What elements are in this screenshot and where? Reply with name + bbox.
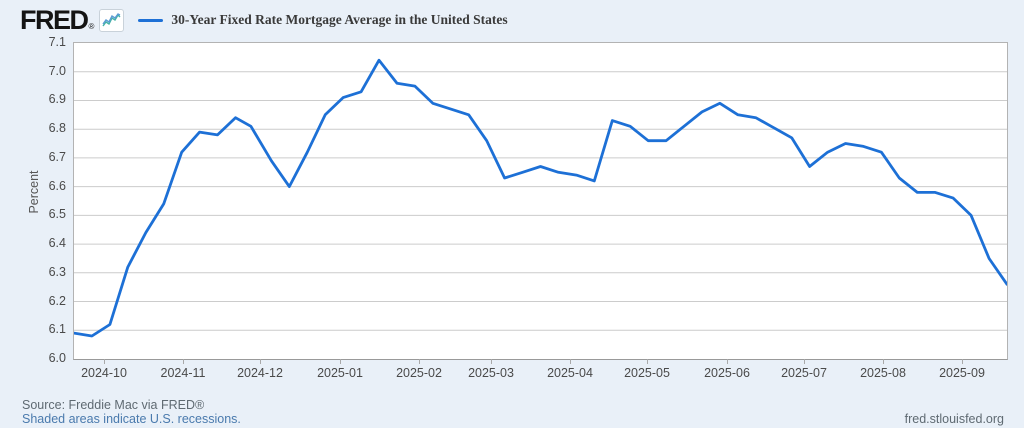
fred-site-link[interactable]: fred.stlouisfed.org [904, 412, 1004, 426]
x-tick-label: 2025-01 [317, 366, 363, 380]
y-tick-label: 6.2 [48, 293, 66, 308]
y-tick-label: 6.4 [48, 236, 66, 251]
y-tick-label: 6.0 [48, 351, 66, 365]
x-tick-label: 2025-06 [704, 366, 750, 380]
x-tick-mark [419, 359, 420, 364]
y-tick-label: 6.8 [48, 121, 66, 136]
y-tick-label: 6.1 [48, 322, 66, 337]
legend-series-label[interactable]: 30-Year Fixed Rate Mortgage Average in t… [171, 12, 508, 27]
fred-logo[interactable]: FRED [20, 5, 89, 35]
x-tick-label: 2024-11 [160, 366, 206, 380]
x-tick-mark [340, 359, 341, 364]
x-tick-mark [883, 359, 884, 364]
y-tick-label: 6.5 [48, 207, 66, 222]
series-line[interactable] [74, 58, 1007, 338]
y-tick-label: 6.9 [48, 92, 66, 107]
x-tick-mark [647, 359, 648, 364]
fred-logo-registered-mark: ® [88, 22, 95, 31]
source-attribution: Source: Freddie Mac via FRED® [22, 398, 205, 412]
chart-header: FRED ® 30-Year Fixed Rate Mortgage Avera… [20, 5, 508, 35]
x-tick-mark [727, 359, 728, 364]
x-tick-mark [104, 359, 105, 364]
y-tick-label: 7.0 [48, 63, 66, 78]
x-tick-label: 2025-02 [396, 366, 442, 380]
x-tick-mark [962, 359, 963, 364]
chart-canvas[interactable] [74, 43, 1007, 359]
y-tick-label: 6.3 [48, 264, 66, 279]
x-tick-mark [570, 359, 571, 364]
fred-logo-chart-icon [99, 8, 125, 32]
x-tick-label: 2025-08 [860, 366, 906, 380]
x-tick-mark [260, 359, 261, 364]
y-tick-label: 6.7 [48, 149, 66, 164]
x-tick-mark [183, 359, 184, 364]
recessions-note-link[interactable]: Shaded areas indicate U.S. recessions. [22, 412, 241, 426]
x-tick-label: 2025-07 [781, 366, 827, 380]
x-tick-label: 2025-05 [624, 366, 670, 380]
x-tick-label: 2025-04 [547, 366, 593, 380]
x-tick-label: 2024-10 [81, 366, 127, 380]
y-tick-label: 7.1 [48, 35, 66, 49]
x-tick-mark [804, 359, 805, 364]
x-tick-label: 2025-03 [468, 366, 514, 380]
x-tick-label: 2024-12 [237, 366, 283, 380]
legend-line-swatch [138, 18, 164, 22]
x-tick-label: 2025-09 [939, 366, 985, 380]
x-tick-mark [491, 359, 492, 364]
plot-area[interactable] [73, 42, 1008, 360]
y-tick-label: 6.6 [48, 178, 66, 193]
